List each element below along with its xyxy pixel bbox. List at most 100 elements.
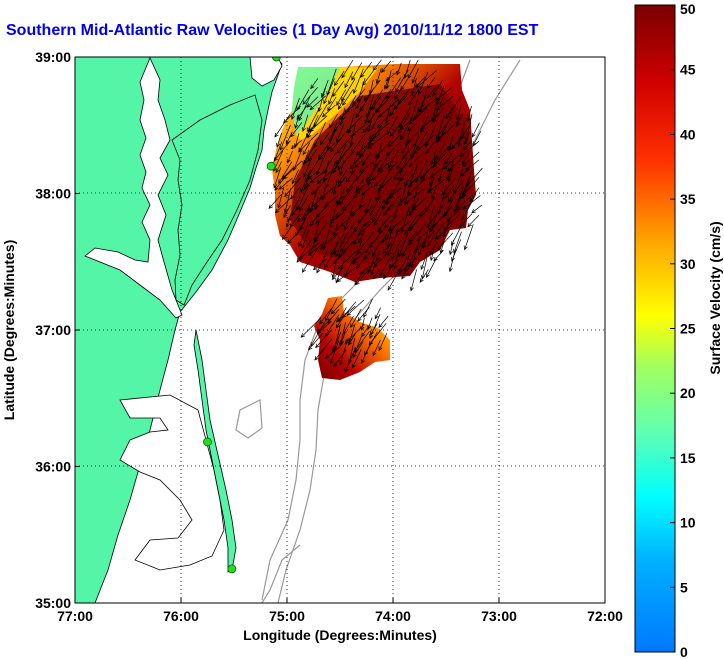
velocity-arrow bbox=[325, 161, 336, 189]
velocity-arrow bbox=[393, 203, 400, 219]
y-tick-label: 37:00 bbox=[35, 322, 71, 338]
velocity-arrow bbox=[348, 333, 356, 346]
velocity-arrow bbox=[446, 158, 463, 172]
velocity-arrow bbox=[330, 298, 346, 315]
velocity-arrow bbox=[372, 268, 381, 280]
velocity-arrow bbox=[372, 339, 381, 357]
velocity-vectors bbox=[268, 59, 483, 373]
velocity-arrow bbox=[338, 103, 355, 121]
colorbar-tick-label: 50 bbox=[680, 1, 696, 17]
velocity-arrow bbox=[301, 230, 309, 249]
velocity-arrow bbox=[357, 221, 374, 236]
velocity-arrow bbox=[379, 257, 391, 277]
velocity-arrow bbox=[335, 123, 345, 143]
velocity-arrow bbox=[426, 205, 444, 228]
velocity-arrow bbox=[448, 139, 462, 150]
velocity-arrow bbox=[309, 95, 327, 111]
velocity-arrow bbox=[327, 308, 340, 324]
velocity-arrow bbox=[406, 123, 418, 132]
velocity-arrow bbox=[448, 249, 456, 273]
velocity-arrow bbox=[303, 157, 312, 178]
velocity-arrow bbox=[344, 71, 354, 89]
velocity-arrow bbox=[376, 114, 389, 129]
velocity-arrow bbox=[382, 195, 390, 211]
velocity-arrow bbox=[370, 249, 381, 277]
velocity-arrow bbox=[365, 160, 381, 183]
velocity-arrow bbox=[332, 179, 339, 195]
velocity-arrow bbox=[352, 251, 365, 265]
velocity-arrow bbox=[305, 125, 311, 138]
velocity-arrow bbox=[386, 115, 398, 135]
velocity-arrow bbox=[356, 77, 366, 103]
velocity-arrow bbox=[274, 196, 293, 214]
velocity-arrow bbox=[386, 194, 401, 212]
velocity-arrow bbox=[307, 114, 319, 139]
velocity-arrow bbox=[302, 142, 311, 156]
velocity-arrow bbox=[459, 141, 480, 158]
velocity-arrow bbox=[391, 240, 401, 260]
velocity-arrow bbox=[407, 59, 419, 80]
velocity-arrow bbox=[461, 202, 472, 221]
velocity-arrow bbox=[338, 322, 346, 348]
velocity-arrow bbox=[308, 122, 317, 133]
velocity-arrow bbox=[306, 176, 318, 187]
velocity-arrow bbox=[319, 185, 337, 199]
velocity-arrow bbox=[388, 161, 398, 171]
velocity-arrow bbox=[315, 329, 332, 349]
x-tick-label: 72:00 bbox=[587, 608, 623, 624]
velocity-arrow bbox=[383, 214, 399, 229]
velocity-arrow bbox=[309, 186, 319, 212]
velocity-arrow bbox=[407, 122, 428, 143]
velocity-arrow bbox=[460, 122, 472, 140]
velocity-arrow bbox=[330, 133, 345, 153]
colorbar-tick-label: 45 bbox=[680, 62, 696, 78]
velocity-arrow bbox=[432, 79, 443, 97]
velocity-arrow bbox=[354, 169, 365, 182]
velocity-arrow bbox=[346, 179, 356, 193]
velocity-arrow bbox=[457, 122, 465, 148]
velocity-arrow bbox=[433, 250, 444, 262]
station-marker bbox=[227, 564, 237, 574]
velocity-arrow bbox=[333, 70, 345, 87]
velocity-arrow bbox=[406, 222, 417, 232]
velocity-arrow bbox=[323, 250, 336, 269]
velocity-arrow bbox=[344, 260, 354, 278]
velocity-arrow bbox=[355, 266, 372, 286]
velocity-arrow bbox=[352, 349, 362, 369]
delaware-bay bbox=[249, 57, 283, 87]
colorbar-ticks: 0 5 10 15 20 25 30 35 40 45 50 bbox=[670, 1, 696, 659]
velocity-arrow bbox=[303, 176, 309, 191]
velocity-arrow bbox=[435, 87, 452, 101]
station-marker bbox=[203, 437, 212, 447]
velocity-arrow bbox=[373, 249, 391, 268]
velocity-arrow bbox=[273, 140, 291, 162]
velocity-arrow bbox=[354, 158, 365, 168]
velocity-arrow bbox=[352, 88, 366, 105]
velocity-arrow bbox=[322, 160, 329, 183]
velocity-arrow bbox=[397, 113, 410, 135]
velocity-arrow bbox=[283, 204, 291, 219]
velocity-arrow bbox=[334, 221, 346, 231]
velocity-arrow bbox=[472, 130, 482, 147]
velocity-arrow bbox=[383, 204, 392, 217]
velocity-arrow bbox=[415, 158, 428, 184]
colorbar bbox=[634, 4, 676, 653]
velocity-arrow bbox=[287, 231, 300, 245]
y-axis-label: Latitude (Degrees:Minutes) bbox=[1, 240, 17, 420]
velocity-arrow bbox=[394, 88, 402, 101]
colorbar-tick-label: 20 bbox=[680, 385, 696, 401]
velocity-arrow bbox=[309, 213, 320, 227]
velocity-arrow bbox=[418, 205, 427, 218]
velocity-arrow bbox=[426, 224, 444, 247]
velocity-arrow bbox=[345, 169, 356, 183]
velocity-arrow bbox=[368, 230, 384, 249]
velocity-arrow bbox=[344, 323, 365, 345]
velocity-arrow bbox=[436, 232, 454, 251]
velocity-arrow bbox=[389, 123, 401, 137]
velocity-arrow bbox=[467, 214, 480, 228]
velocity-arrow bbox=[323, 78, 335, 105]
velocity-arrow bbox=[393, 95, 408, 110]
velocity-arrow bbox=[462, 140, 472, 151]
velocity-arrow bbox=[352, 341, 364, 359]
velocity-arrow bbox=[302, 87, 318, 105]
